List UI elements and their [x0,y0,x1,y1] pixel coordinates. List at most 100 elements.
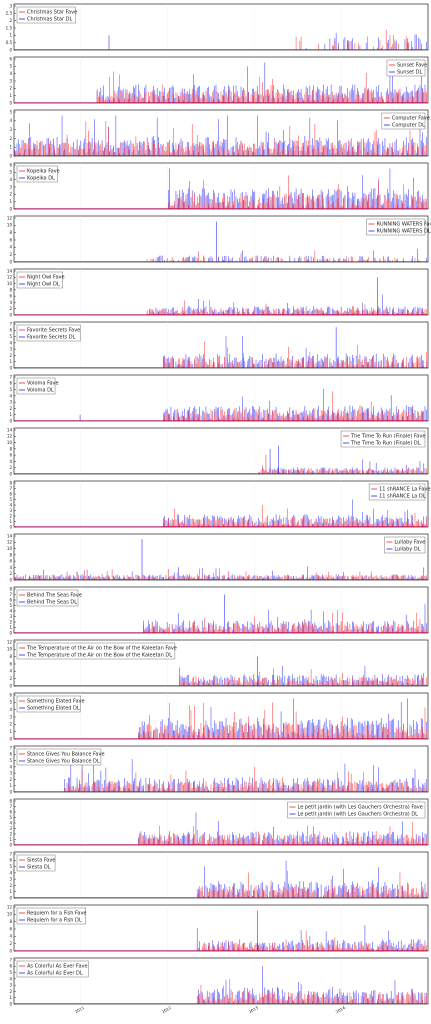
legend-box [16,6,76,24]
y-tick-label: 2 [9,676,12,681]
y-tick-label: 0 [9,630,12,635]
y-tick-label: 12 [7,215,13,220]
legend-box [340,430,426,448]
y-tick-label: 2 [9,353,12,358]
legend-fave-label: Night Owl Fave [27,275,65,281]
y-tick-label: 2 [9,252,12,257]
plot-area [13,533,429,581]
y-tick-label: 2 [9,86,12,91]
y-tick-label: 12 [7,639,13,644]
y-tick-label: 0 [9,524,12,529]
legend-dl-label: Christmas Star DL [27,17,72,23]
y-tick-label: 1 [9,625,12,630]
y-tick-label: 2 [9,406,12,411]
legend-box [16,589,79,607]
legend-fave-label: 11 shRANCE La Fave [379,487,430,493]
y-tick-label: 14 [7,533,13,538]
y-tick-label: 5 [9,64,12,69]
y-tick-label: 2 [9,619,12,624]
legend-box [381,112,426,130]
y-tick-label: 3 [9,347,12,352]
legend-fave-label: Lullaby Fave [394,540,425,546]
y-tick-label: 2 [9,192,12,197]
legend-dl-label: Favorite Secrets DL [27,335,76,341]
plot-area [13,162,429,210]
legend-fave-label: Sunset Fave [397,63,427,69]
y-tick-label: 10 [7,281,13,286]
y-tick-label: 6 [9,162,12,167]
legend-box [384,536,426,554]
y-tick-label: 0 [9,206,12,211]
y-tick-label: 4 [9,71,12,76]
y-tick-label: 10 [7,546,13,551]
fave-series [14,299,428,316]
legend-dl-label: Voloma DL [27,388,54,394]
y-tick-label: 0 [9,418,12,423]
y-tick-label: 7 [9,592,12,597]
y-tick-label: 1 [9,519,12,524]
y-tick-label: 12 [7,434,13,439]
y-tick-label: 12 [7,540,13,545]
y-tick-label: 2.5 [6,11,13,16]
plot-area [13,3,429,51]
legend-box [16,165,58,183]
fave-series [14,341,428,369]
y-tick-label: 2 [9,513,12,518]
chart-panel-1: 0 0.5 1 1.5 2 2.5 3 Christmas Star FaveChristma… [6,3,429,52]
y-tick-label: 6 [9,237,12,242]
legend-fave-label: Christmas Star Fave [27,10,77,16]
fave-series [14,71,428,103]
fave-series [14,505,428,528]
y-tick-label: 1 [9,145,12,150]
y-tick-label: 4 [9,340,12,345]
legend-fave-label: The Time To Run (Finale) Fave [350,434,425,440]
y-tick-label: 10 [7,440,13,445]
y-tick-label: 1 [9,93,12,98]
plot-area [13,268,429,316]
y-tick-label: 8 [9,480,12,485]
legend-dl-label: Behind The Seas DL [27,600,77,606]
legend-fave-label: Kopeika Fave [27,169,60,175]
y-tick-label: 7 [9,486,12,491]
legend-fave-label: Voloma Fave [27,381,59,387]
y-tick-label: 5 [9,603,12,608]
y-tick-label: 6 [9,453,12,458]
legend-fave-label: Favorite Secrets Fave [27,328,80,334]
legend-box [366,218,426,236]
y-tick-label: 0 [9,259,12,264]
fave-series [14,609,428,634]
y-tick-label: 5 [9,334,12,339]
y-tick-label: 1 [9,412,12,417]
y-tick-label: 8 [9,654,12,659]
y-tick-label: 4 [9,393,12,398]
legend-box [386,59,426,77]
y-tick-label: 3 [9,400,12,405]
legend-fave-label: Behind The Seas Fave [27,593,82,599]
y-tick-label: 6 [9,56,12,61]
y-tick-label: 3 [9,508,12,513]
y-tick-label: 4 [9,118,12,123]
y-tick-label: 14 [7,268,13,273]
y-tick-label: 3 [9,184,12,189]
legend-dl-label: Night Owl DL [27,282,60,288]
legend-box [16,271,63,289]
y-tick-label: 8 [9,230,12,235]
y-tick-label: 8 [9,552,12,557]
y-tick-label: 6 [9,559,12,564]
